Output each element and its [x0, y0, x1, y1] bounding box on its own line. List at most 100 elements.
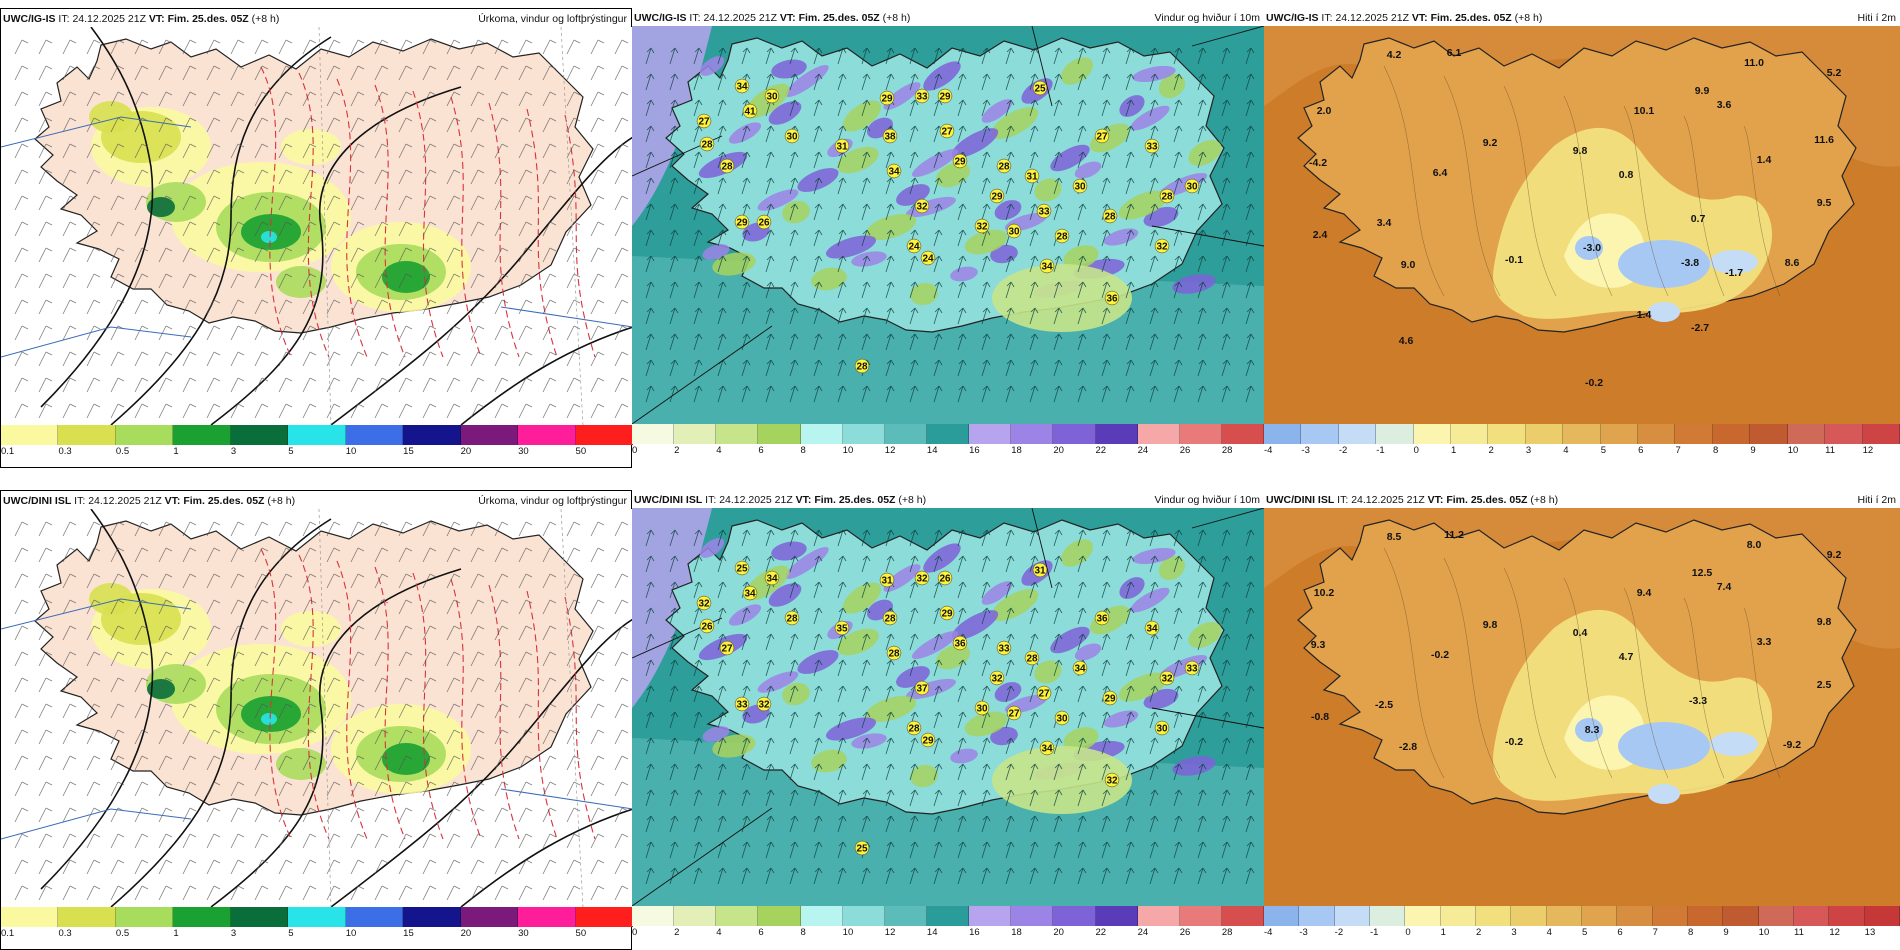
- wind-arrow: [1029, 607, 1039, 625]
- wind-barb: [278, 885, 293, 901]
- svg-text:36: 36: [1106, 294, 1118, 305]
- wind-barb: [230, 885, 245, 901]
- wind-arrow: [1077, 125, 1087, 143]
- wind-arrow: [837, 281, 847, 299]
- wind-barb: [542, 65, 557, 81]
- wind-barb: [614, 299, 629, 315]
- wind-barb: [326, 39, 341, 55]
- wind-barb: [62, 377, 77, 393]
- wind-arrow: [1173, 789, 1183, 807]
- wind-arrow: [1221, 529, 1231, 547]
- wind-barb: [110, 833, 125, 849]
- wind-barb: [518, 351, 533, 367]
- wind-barb: [302, 833, 317, 849]
- wind-arrow: [1173, 633, 1183, 651]
- isotherm-line: [1683, 115, 1725, 297]
- wind-barb: [326, 221, 341, 237]
- wind-barb: [38, 377, 53, 393]
- colorbar-swatch: [1334, 906, 1370, 926]
- gust-area: [990, 244, 1018, 264]
- svg-text:28: 28: [856, 362, 868, 373]
- wind-barb: [14, 351, 29, 367]
- wind-arrow: [957, 841, 967, 859]
- gust-area: [994, 682, 1022, 702]
- wind-barb: [542, 651, 557, 667]
- wind-arrow: [765, 555, 775, 573]
- gust-label: 28: [886, 645, 902, 661]
- wind-barb: [14, 117, 29, 133]
- wind-barb: [542, 403, 557, 419]
- wind-arrow: [957, 607, 967, 625]
- colorbar-tick-label: 11: [1825, 445, 1836, 456]
- wind-arrow: [645, 763, 655, 781]
- wind-arrow: [885, 763, 895, 781]
- wind-arrow: [693, 229, 703, 247]
- gust-label: 34: [1039, 258, 1055, 274]
- wind-barb: [566, 351, 581, 367]
- colorbar-swatch: [575, 425, 633, 445]
- colorbar-tick-label: 28: [1221, 927, 1233, 938]
- wind-arrow: [741, 711, 751, 729]
- wind-arrow: [1125, 125, 1135, 143]
- wind-arrow: [645, 607, 655, 625]
- wind-barb: [398, 781, 413, 797]
- colorbar-swatch: [1179, 906, 1222, 926]
- wind-barb: [182, 195, 197, 211]
- wind-arrow: [813, 867, 823, 885]
- wind-arrow: [909, 151, 919, 169]
- wind-arrow: [933, 737, 943, 755]
- colorbar-tick-label: 0: [1413, 445, 1419, 456]
- wind-arrow: [669, 789, 679, 807]
- wind-arrow: [1005, 203, 1015, 221]
- wind-arrow: [789, 385, 799, 403]
- wind-barb: [158, 547, 173, 563]
- precip-map: [1, 509, 633, 907]
- wind-barb: [134, 273, 149, 289]
- colorbar-tick-label: 14: [926, 445, 938, 456]
- wind-arrow: [717, 633, 727, 651]
- temp-label: 4.2: [1387, 49, 1402, 61]
- wind-arrow: [813, 841, 823, 859]
- wind-arrow: [1077, 99, 1087, 117]
- wind-arrow: [1077, 333, 1087, 351]
- wind-arrow: [1245, 867, 1255, 885]
- wind-arrow: [1245, 763, 1255, 781]
- wind-barb: [374, 169, 389, 185]
- gust-area: [964, 229, 1008, 255]
- wind-barb: [182, 39, 197, 55]
- wind-barb: [326, 781, 341, 797]
- wind-arrow: [669, 307, 679, 325]
- wind-arrow: [1077, 529, 1087, 547]
- colorbar-tick-label: -4: [1264, 927, 1273, 938]
- wind-arrow: [1149, 529, 1159, 547]
- wind-barb: [254, 885, 269, 901]
- wind-arrow: [909, 333, 919, 351]
- wind-arrow: [957, 73, 967, 91]
- wind-arrow: [1053, 737, 1063, 755]
- wind-barb: [374, 65, 389, 81]
- wind-barb: [374, 573, 389, 589]
- wind-arrow: [813, 203, 823, 221]
- wind-barb: [518, 859, 533, 875]
- wind-arrow: [1245, 359, 1255, 377]
- wind-arrow: [1053, 529, 1063, 547]
- wind-arrow: [741, 867, 751, 885]
- wind-arrow: [1197, 333, 1207, 351]
- svg-text:29: 29: [881, 94, 893, 105]
- gust-area: [699, 538, 725, 558]
- wind-barb: [326, 651, 341, 667]
- wind-barb: [182, 143, 197, 159]
- wind-barb: [254, 651, 269, 667]
- gust-area: [981, 99, 1013, 123]
- wind-arrow: [813, 607, 823, 625]
- wind-barb: [374, 781, 389, 797]
- wind-map: 34 41 30 28 27 28 30 29 26 31 38 34 29 33 32 29 27 29 25 28…: [632, 26, 1264, 424]
- wind-barb: [14, 299, 29, 315]
- gust-area: [1118, 672, 1168, 702]
- colorbar-swatch: [884, 424, 927, 444]
- temp-label: 12.5: [1692, 567, 1713, 579]
- wind-arrow: [669, 737, 679, 755]
- wind-arrow: [645, 867, 655, 885]
- wind-barb: [542, 91, 557, 107]
- wind-arrow: [1029, 711, 1039, 729]
